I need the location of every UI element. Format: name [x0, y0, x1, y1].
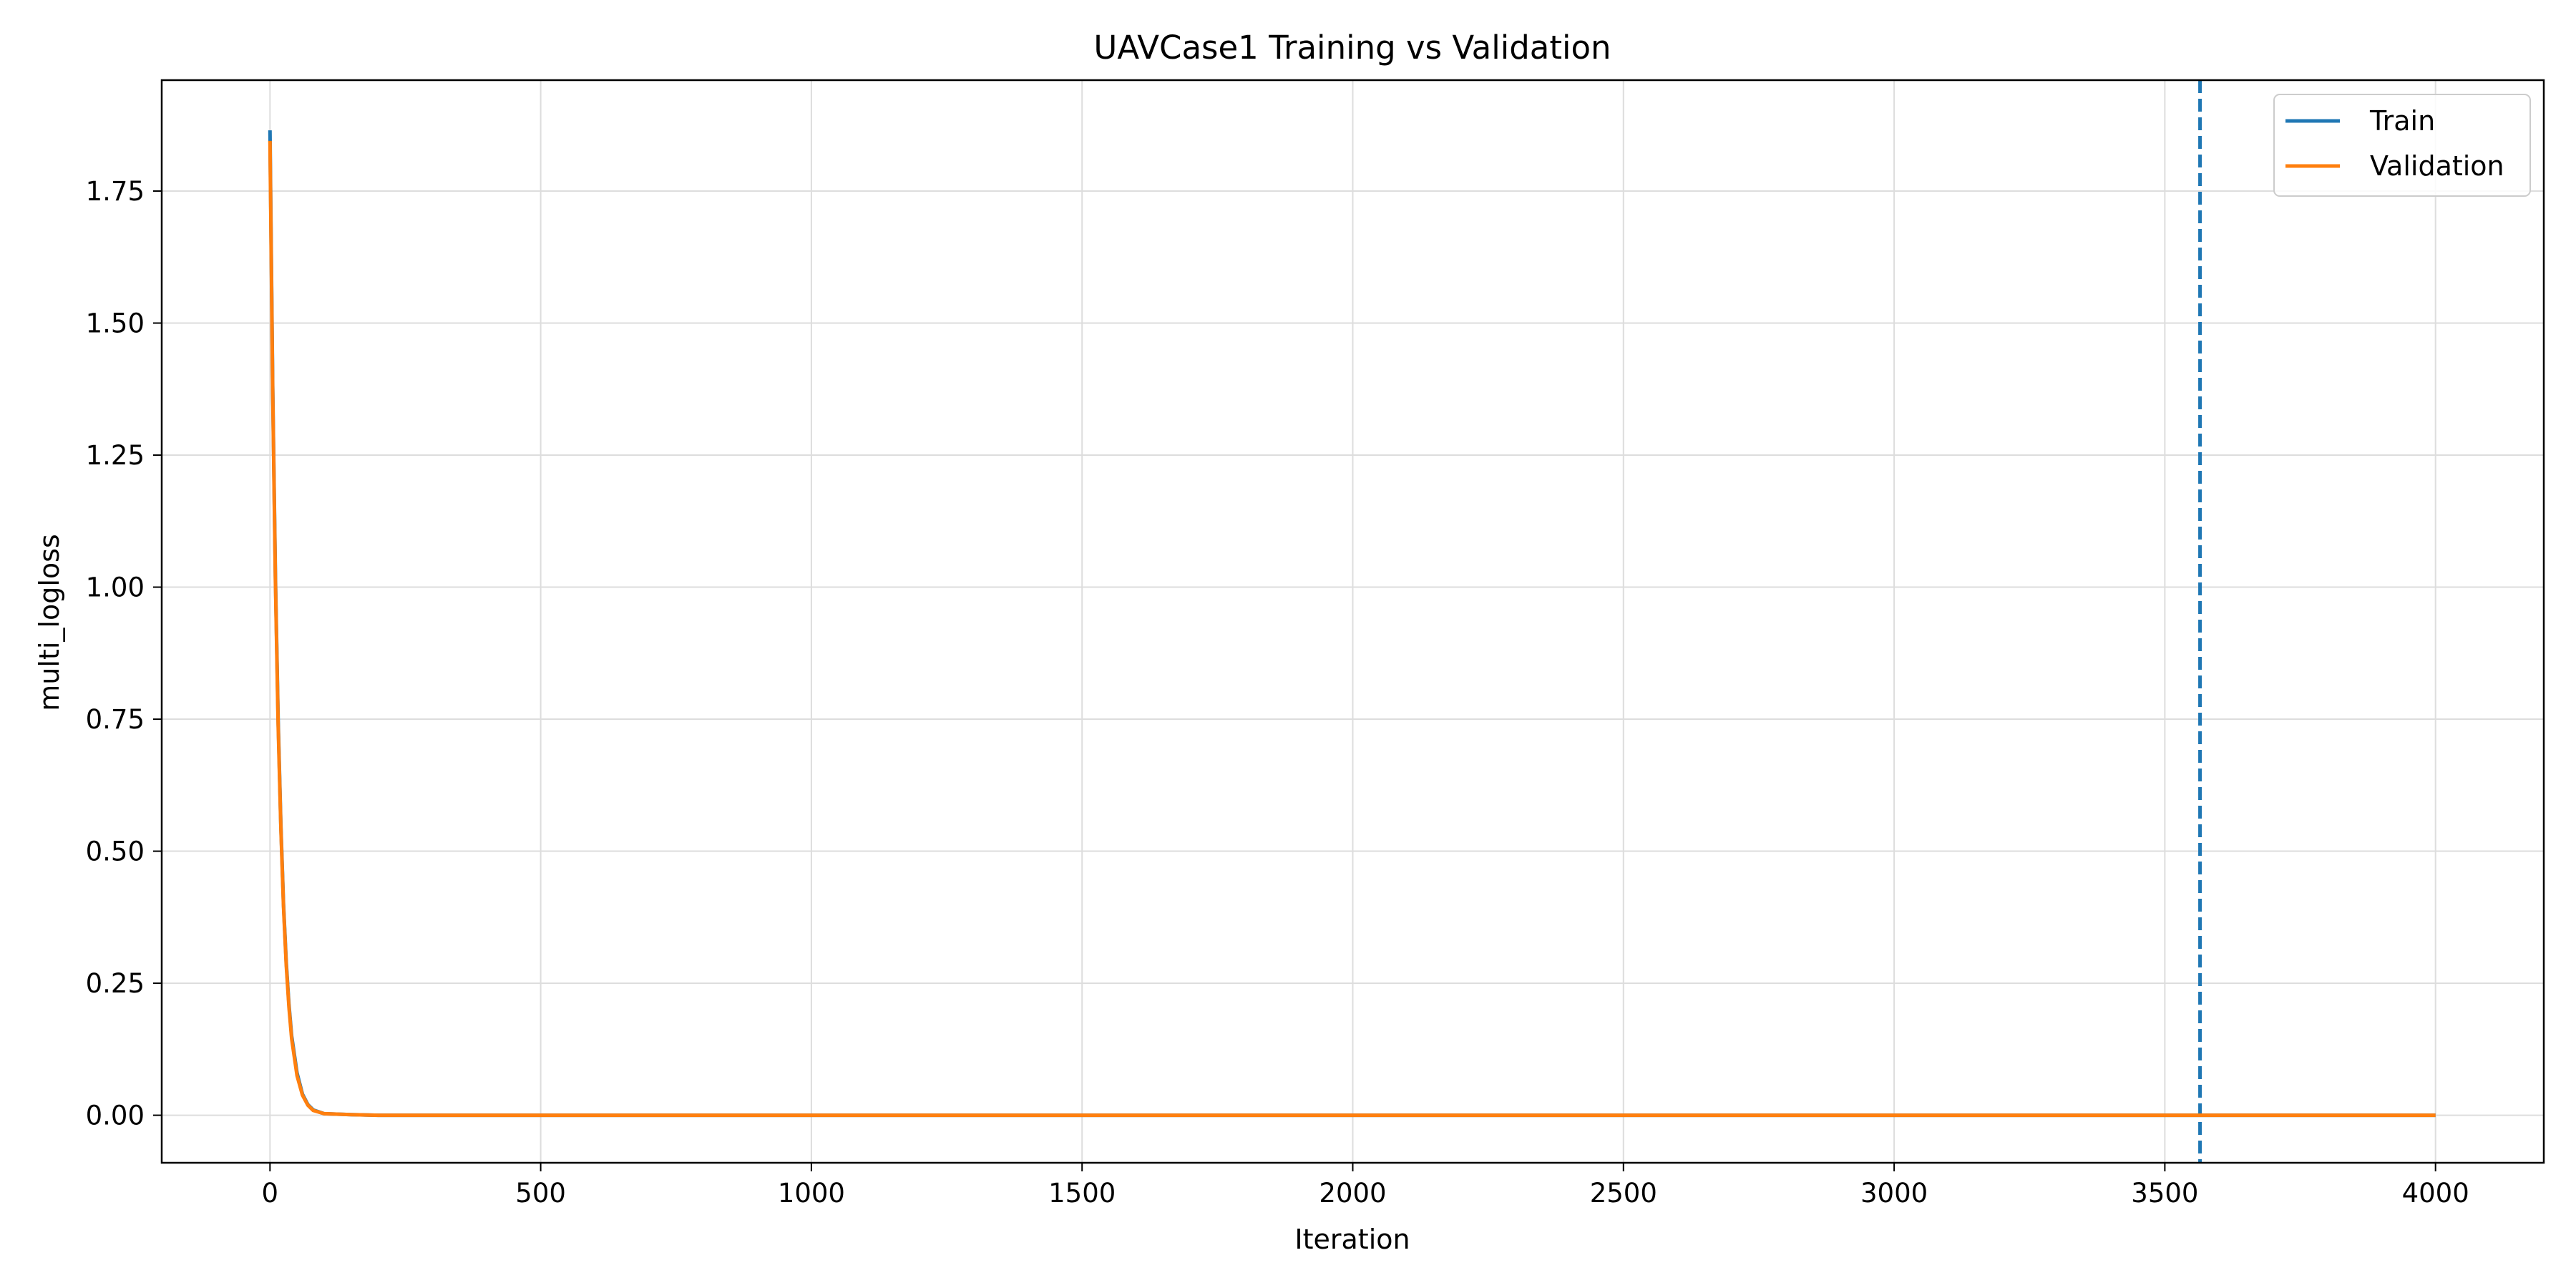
y-tick-label: 0.50 — [86, 836, 145, 867]
legend: Train Validation — [2273, 94, 2531, 197]
legend-label: Validation — [2370, 150, 2504, 182]
x-tick-label: 2500 — [1590, 1178, 1657, 1209]
x-tick-label: 500 — [515, 1178, 566, 1209]
x-tick-label: 3000 — [1860, 1178, 1928, 1209]
legend-label: Train — [2369, 105, 2435, 137]
x-tick-label: 3500 — [2131, 1178, 2198, 1209]
y-axis-ticks: 0.00 0.25 0.50 0.75 1.00 1.25 1.50 1.75 — [86, 176, 162, 1131]
y-tick-label: 0.25 — [86, 968, 145, 999]
y-tick-label: 1.50 — [86, 308, 145, 339]
y-axis-label: multi_logloss — [34, 534, 65, 711]
y-tick-label: 0.00 — [86, 1101, 145, 1131]
chart-title: UAVCase1 Training vs Validation — [1093, 29, 1611, 67]
x-tick-label: 2000 — [1319, 1178, 1386, 1209]
x-axis-label: Iteration — [1294, 1224, 1410, 1255]
series-line-validation — [268, 140, 2436, 1118]
x-tick-label: 0 — [262, 1178, 279, 1209]
x-tick-label: 4000 — [2402, 1178, 2469, 1209]
series-group — [268, 130, 2436, 1118]
y-tick-label: 1.00 — [86, 572, 145, 603]
x-tick-label: 1500 — [1048, 1178, 1116, 1209]
grid — [162, 80, 2544, 1163]
y-tick-label: 1.75 — [86, 176, 145, 207]
y-tick-label: 1.25 — [86, 440, 145, 471]
y-tick-label: 0.75 — [86, 704, 145, 735]
x-tick-label: 1000 — [778, 1178, 845, 1209]
x-axis-ticks: 0 500 1000 1500 2000 2500 3000 3500 4000 — [262, 1163, 2469, 1209]
